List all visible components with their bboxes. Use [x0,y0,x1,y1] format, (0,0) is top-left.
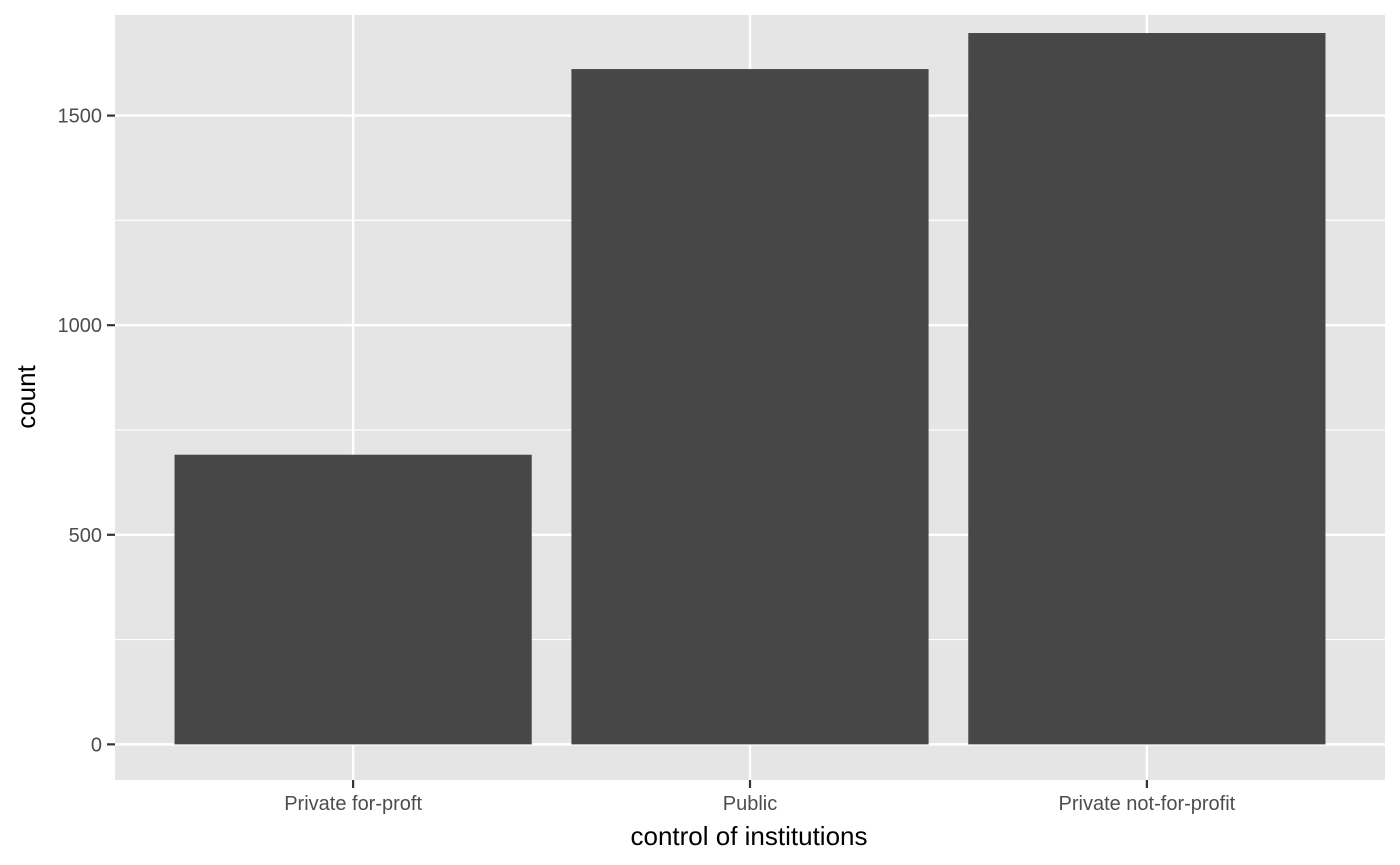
y-axis-title: count [11,364,41,428]
y-tick-label: 0 [91,734,102,756]
x-axis-title: control of institutions [630,821,867,851]
x-tick-label: Private not-for-profit [1059,793,1236,815]
bar [174,454,532,745]
y-axis: 0 500 1000 1500 [58,106,115,756]
x-tick-label: Public [723,793,777,815]
y-tick-label: 500 [69,525,102,547]
bars [174,33,1326,745]
y-tick-label: 1000 [58,315,103,337]
x-tick-label: Private for-proft [284,793,422,815]
x-axis: Private for-proft Public Private not-for-p… [284,780,1236,815]
y-tick-label: 1500 [58,106,103,128]
bar [968,33,1326,745]
bar [571,69,929,745]
